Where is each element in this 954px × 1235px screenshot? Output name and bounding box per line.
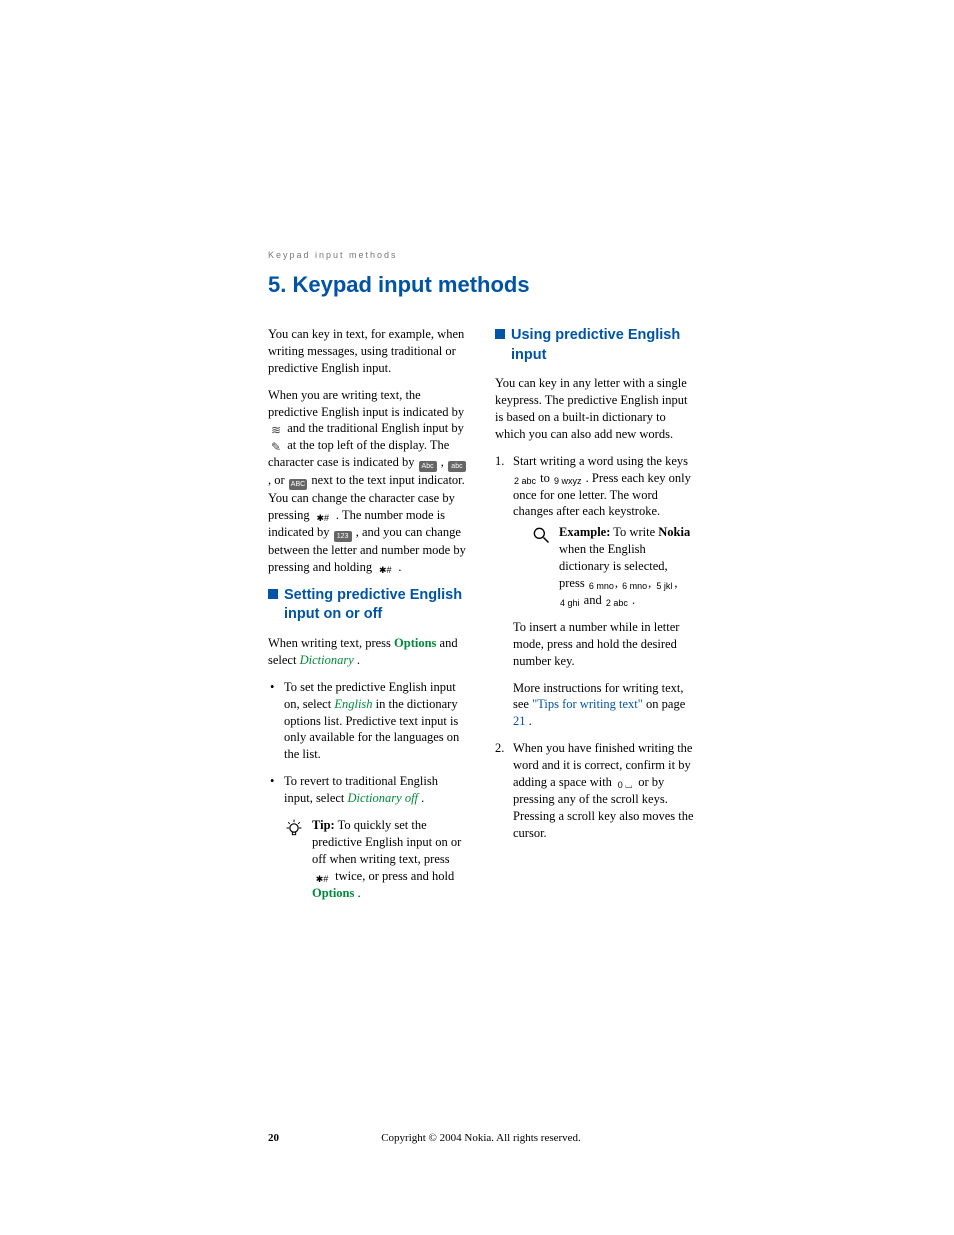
text: , xyxy=(648,576,654,590)
number-mode-icon: 123 xyxy=(334,531,352,542)
predictive-input-icon: ≋ xyxy=(269,425,283,436)
copyright-text: Copyright © 2004 Nokia. All rights reser… xyxy=(381,1132,581,1144)
tip-block: Tip: To quickly set the predictive Engli… xyxy=(284,817,467,902)
text: on page xyxy=(646,697,685,711)
text: , xyxy=(441,455,447,469)
menu-dictionary-off: Dictionary off xyxy=(348,791,418,805)
tip-label: Tip: xyxy=(312,818,335,832)
text: . xyxy=(398,560,401,574)
text: . xyxy=(358,886,361,900)
text: When writing text, press xyxy=(268,636,394,650)
key-2-icon: 2 abc xyxy=(606,598,628,609)
softkey-options: Options xyxy=(394,636,436,650)
cross-reference-link[interactable]: "Tips for writing text" xyxy=(532,697,643,711)
text: To write xyxy=(613,525,658,539)
bullet-square-icon xyxy=(495,329,505,339)
column-left: You can key in text, for example, when w… xyxy=(268,326,467,911)
softkey-options: Options xyxy=(312,886,354,900)
key-2-icon: 2 abc xyxy=(514,476,536,487)
section-heading-using-predictive: Using predictive English input xyxy=(495,326,694,365)
key-6-icon: 6 mno xyxy=(589,581,614,592)
intro-paragraph-1: You can key in text, for example, when w… xyxy=(268,326,467,377)
key-4-icon: 4 ghi xyxy=(560,598,580,609)
list-item: To revert to traditional English input, … xyxy=(268,773,467,807)
section2-paragraph-insert-number: To insert a number while in letter mode,… xyxy=(513,619,694,670)
example-label: Example: xyxy=(559,525,610,539)
list-item: To set the predictive English input on, … xyxy=(268,679,467,763)
text: , xyxy=(674,576,677,590)
running-header: Keypad input methods xyxy=(268,250,694,260)
section-heading-setting-predictive: Setting predictive English input on or o… xyxy=(268,586,467,625)
section1-paragraph: When writing text, press Options and sel… xyxy=(268,635,467,669)
menu-dictionary: Dictionary xyxy=(300,653,354,667)
menu-english: English xyxy=(334,697,372,711)
traditional-input-icon: ✎ xyxy=(269,442,283,453)
section-heading-text: Setting predictive English input on or o… xyxy=(284,586,467,625)
section2-paragraph-1: You can key in any letter with a single … xyxy=(495,375,694,443)
text: twice, or press and hold xyxy=(335,869,454,883)
section2-paragraph-more-instructions: More instructions for writing text, see … xyxy=(513,680,694,731)
case-abc-lower-icon: abc xyxy=(448,461,466,472)
example-text: Example: To write Nokia when the English… xyxy=(559,524,694,609)
document-page: Keypad input methods 5. Keypad input met… xyxy=(0,0,954,1235)
lightbulb-icon xyxy=(284,818,304,838)
section-heading-text: Using predictive English input xyxy=(511,326,694,365)
case-abc-upper-icon: Abc xyxy=(419,461,437,472)
page-number: 20 xyxy=(268,1132,279,1144)
text: , or xyxy=(268,473,288,487)
magnifier-icon xyxy=(531,525,551,545)
text: When you have finished writing the word … xyxy=(513,741,692,789)
text: When you are writing text, the predictiv… xyxy=(268,388,464,419)
text: and the traditional English input by xyxy=(287,421,464,435)
text: , xyxy=(615,576,621,590)
section2-numbered-list: 1. Start writing a word using the keys 2… xyxy=(495,453,694,842)
page-footer: 20 Copyright © 2004 Nokia. All rights re… xyxy=(268,1132,694,1144)
two-column-layout: You can key in text, for example, when w… xyxy=(268,326,694,911)
text: and xyxy=(584,593,605,607)
key-6-icon: 6 mno xyxy=(622,581,647,592)
intro-paragraph-2: When you are writing text, the predictiv… xyxy=(268,387,467,576)
bullet-square-icon xyxy=(268,589,278,599)
hash-key-icon: ✱# xyxy=(314,513,332,524)
text: . xyxy=(529,714,532,728)
column-right: Using predictive English input You can k… xyxy=(495,326,694,911)
list-number: 2. xyxy=(495,740,504,757)
example-word: Nokia xyxy=(658,525,690,539)
text: . xyxy=(421,791,424,805)
case-abc-caps-icon: ABC xyxy=(289,479,307,490)
page-reference-link[interactable]: 21 xyxy=(513,714,526,728)
text: To quickly set the predictive English in… xyxy=(312,818,461,866)
text: Start writing a word using the keys xyxy=(513,454,688,468)
hash-key-icon: ✱# xyxy=(376,565,394,576)
key-5-icon: 5 jkl xyxy=(655,581,673,592)
text: . xyxy=(632,593,635,607)
list-item: 1. Start writing a word using the keys 2… xyxy=(495,453,694,731)
text: to xyxy=(540,471,553,485)
key-0-icon: 0 ⌴ xyxy=(616,780,634,791)
key-9-icon: 9 wxyz xyxy=(554,476,582,487)
list-number: 1. xyxy=(495,453,504,470)
tip-text: Tip: To quickly set the predictive Engli… xyxy=(312,817,467,902)
list-item: 2. When you have finished writing the wo… xyxy=(495,740,694,841)
hash-key-icon: ✱# xyxy=(313,874,331,885)
text: . xyxy=(357,653,360,667)
example-block: Example: To write Nokia when the English… xyxy=(531,524,694,609)
section1-bullet-list: To set the predictive English input on, … xyxy=(268,679,467,807)
chapter-title: 5. Keypad input methods xyxy=(268,272,694,298)
